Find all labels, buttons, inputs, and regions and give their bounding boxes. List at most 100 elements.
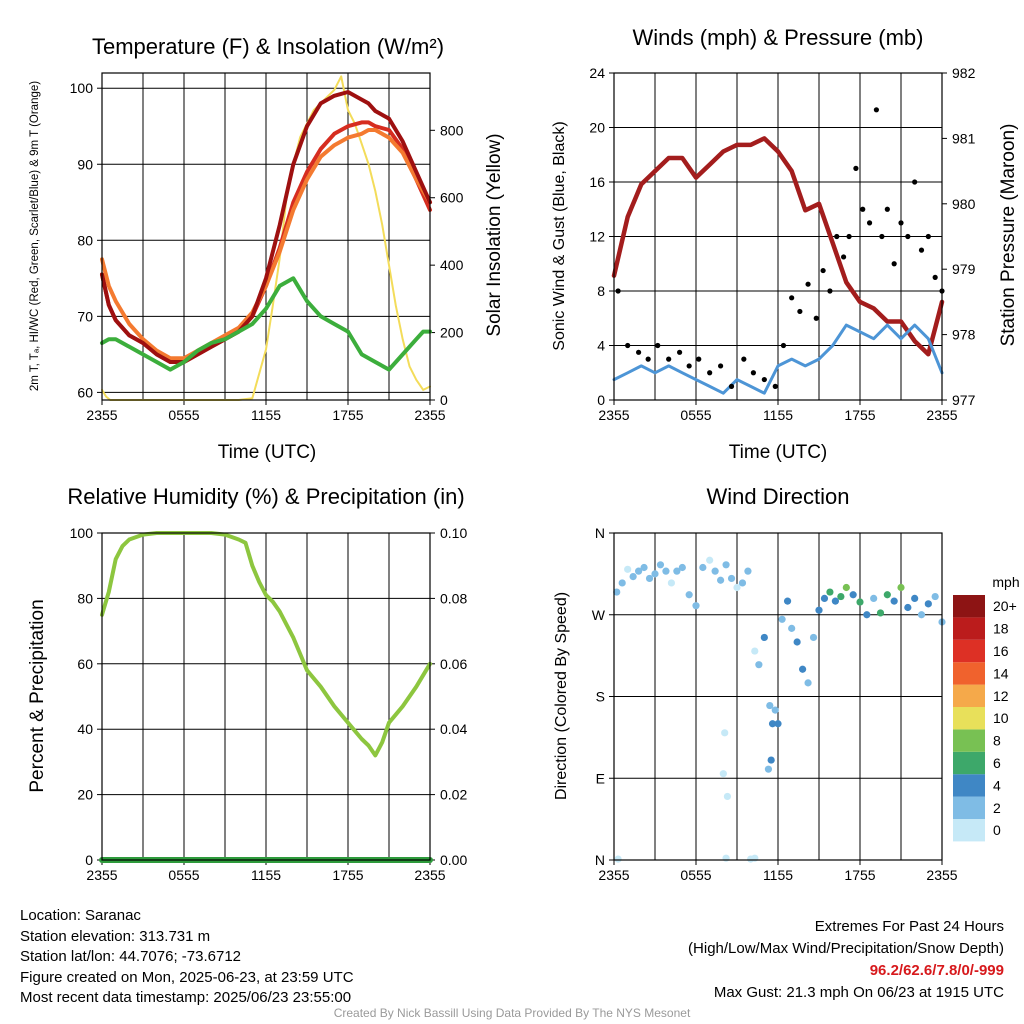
gust-point bbox=[918, 247, 925, 253]
colorbar-swatch bbox=[953, 617, 985, 640]
gust-point bbox=[805, 281, 811, 287]
y-tick-label: W bbox=[592, 607, 606, 623]
y-right-tick-label: 980 bbox=[952, 196, 976, 212]
direction-point bbox=[924, 600, 932, 608]
direction-point bbox=[837, 592, 845, 601]
gust-point bbox=[820, 267, 826, 274]
direction-point bbox=[692, 602, 700, 610]
wind-direction-panel: Wind Direction Direction (Colored By Spe… bbox=[553, 484, 1020, 883]
x-tick-label: 2355 bbox=[926, 867, 957, 883]
direction-point bbox=[809, 633, 818, 642]
gust-point bbox=[707, 370, 713, 376]
gust-point bbox=[741, 356, 747, 362]
direction-point bbox=[904, 603, 912, 612]
colorbar-swatch bbox=[953, 819, 985, 842]
y-tick-label: 24 bbox=[589, 65, 605, 81]
gust-point bbox=[866, 220, 873, 226]
y-tick-label: 60 bbox=[77, 656, 93, 672]
direction-point bbox=[766, 701, 774, 710]
colorbar-swatch bbox=[953, 796, 985, 819]
direction-point bbox=[931, 592, 939, 601]
direction-point bbox=[764, 765, 773, 773]
y-right-tick-label: 0 bbox=[440, 392, 448, 408]
gust-point bbox=[696, 356, 702, 362]
x-tick-label: 0555 bbox=[168, 867, 199, 883]
station-info: Location: Saranac Station elevation: 313… bbox=[20, 906, 354, 1009]
humidity-panel: Relative Humidity (%) & Precipitation (i… bbox=[27, 484, 467, 883]
x-tick-label: 2355 bbox=[926, 407, 957, 423]
wind-direction-title: Wind Direction bbox=[706, 484, 849, 509]
direction-point bbox=[744, 567, 752, 575]
direction-point bbox=[685, 591, 693, 599]
colorbar-swatch bbox=[953, 662, 985, 685]
direction-point bbox=[711, 567, 719, 575]
y-tick-label: 16 bbox=[589, 174, 605, 190]
direction-point bbox=[778, 615, 786, 623]
direction-point bbox=[635, 567, 643, 575]
direction-point bbox=[755, 661, 763, 669]
y-tick-label: E bbox=[596, 770, 605, 786]
colorbar-label: 0 bbox=[993, 822, 1001, 838]
winds-title: Winds (mph) & Pressure (mb) bbox=[633, 25, 924, 50]
winds-panel: Winds (mph) & Pressure (mb) Time (UTC) S… bbox=[551, 25, 1019, 463]
colorbar-label: 18 bbox=[993, 621, 1009, 637]
direction-point bbox=[774, 720, 782, 728]
y-tick-label: 80 bbox=[77, 232, 93, 248]
gust-point bbox=[932, 274, 938, 280]
y-right-tick-label: 0.00 bbox=[440, 852, 467, 868]
colorbar-label: 6 bbox=[993, 755, 1001, 771]
colorbar-swatch bbox=[953, 729, 985, 752]
location-text: Location: Saranac bbox=[20, 907, 141, 924]
y-right-tick-label: 600 bbox=[440, 190, 464, 206]
direction-point bbox=[883, 591, 891, 599]
direction-point bbox=[614, 855, 622, 863]
humidity-ylabel-left: Percent & Precipitation bbox=[27, 599, 48, 792]
gust-point bbox=[925, 233, 931, 240]
gust-point bbox=[636, 349, 642, 355]
gust-point bbox=[780, 342, 787, 349]
direction-point bbox=[662, 567, 670, 575]
temp_9m-line bbox=[100, 128, 432, 361]
y-tick-label: 90 bbox=[77, 156, 93, 172]
gust-point bbox=[879, 233, 885, 240]
direction-point bbox=[721, 729, 729, 737]
max-gust-text: Max Gust: 21.3 mph On 06/23 at 1915 UTC bbox=[713, 984, 1004, 1001]
x-tick-label: 1155 bbox=[251, 407, 281, 423]
direction-point bbox=[738, 579, 747, 587]
y-tick-label: N bbox=[595, 852, 605, 868]
gust-point bbox=[891, 261, 897, 267]
direction-point bbox=[751, 647, 759, 655]
winds-ylabel-left: Sonic Wind & Gust (Blue, Black) bbox=[551, 121, 568, 350]
gust-point bbox=[655, 342, 661, 349]
x-tick-label: 2355 bbox=[86, 867, 117, 883]
y-tick-label: 100 bbox=[70, 525, 94, 541]
colorbar-swatch bbox=[953, 774, 985, 797]
gust-point bbox=[898, 220, 904, 226]
colorbar-title: mph bbox=[992, 574, 1019, 590]
y-tick-label: S bbox=[596, 689, 605, 705]
direction-point bbox=[890, 597, 898, 605]
colorbar-swatch bbox=[953, 639, 985, 663]
x-tick-label: 1755 bbox=[844, 867, 875, 883]
gust-point bbox=[834, 233, 840, 240]
credit-text: Created By Nick Bassill Using Data Provi… bbox=[333, 1006, 691, 1020]
direction-point bbox=[618, 579, 626, 587]
y-tick-label: 8 bbox=[597, 283, 605, 299]
direction-point bbox=[783, 597, 792, 605]
plot-frame bbox=[101, 72, 431, 401]
direction-point bbox=[651, 570, 659, 578]
y-tick-label: 60 bbox=[77, 384, 93, 400]
direction-point bbox=[911, 594, 919, 603]
direction-point bbox=[793, 638, 801, 646]
direction-point bbox=[771, 706, 779, 714]
direction-point bbox=[804, 679, 812, 687]
created-text: Figure created on Mon, 2025-06-23, at 23… bbox=[20, 968, 354, 986]
temperature-panel: Temperature (F) & Insolation (W/m²) Time… bbox=[29, 34, 505, 463]
y-tick-label: 70 bbox=[77, 308, 93, 324]
x-tick-label: 1755 bbox=[332, 867, 363, 883]
x-tick-label: 1155 bbox=[251, 867, 281, 883]
y-right-tick-label: 0.04 bbox=[440, 721, 467, 737]
gust-point bbox=[789, 295, 795, 301]
gust-point bbox=[853, 165, 859, 171]
